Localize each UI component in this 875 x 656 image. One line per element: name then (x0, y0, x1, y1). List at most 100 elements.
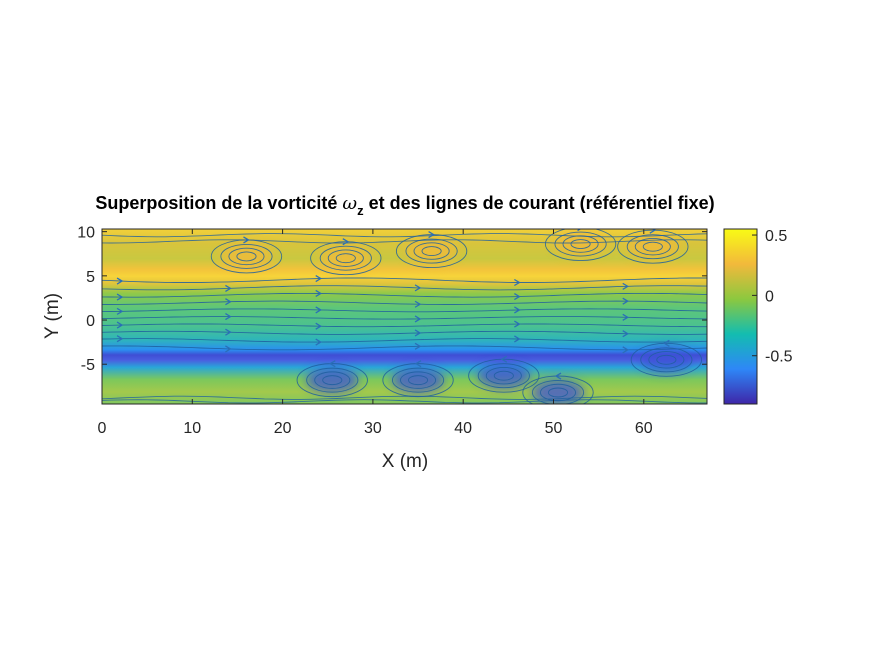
flow-arrow (116, 293, 124, 301)
vortex-core (220, 243, 273, 270)
vortex-streamline (640, 347, 693, 373)
colorbar-tick-label: 0 (765, 288, 774, 305)
plot-area (102, 229, 707, 404)
flow-arrow (514, 306, 521, 314)
vortex-streamline (531, 380, 585, 404)
colorbar-tick-label: 0.5 (765, 228, 787, 245)
streamlines (102, 229, 707, 404)
flow-arrow (315, 274, 322, 283)
vortex-streamline (382, 363, 454, 398)
colorbar: -0.5 0 0.5 (723, 228, 793, 405)
vortex-core (319, 245, 372, 272)
vortex-streamline (322, 375, 343, 386)
vortex-core (640, 346, 693, 373)
colorbar-frame (723, 228, 758, 405)
vortex-streamline (407, 375, 429, 386)
streamline (102, 395, 707, 400)
vortex-streamline (634, 237, 671, 256)
x-tick-label: 10 (183, 420, 201, 437)
vortex-streamline (617, 229, 689, 264)
y-axis-label: Y (m) (42, 293, 63, 339)
flow-arrow (225, 284, 232, 292)
flow-arrow (428, 231, 435, 239)
streamline (102, 316, 707, 320)
vortex-streamline (335, 253, 356, 264)
vortex-streamline (554, 231, 607, 257)
flow-arrow (328, 360, 336, 368)
vortex-streamline (405, 238, 458, 264)
flow-arrow (414, 315, 422, 323)
vortex-streamline (210, 239, 283, 274)
flow-arrow (342, 238, 350, 246)
vortex-streamline (656, 354, 677, 365)
flow-arrow (116, 277, 124, 285)
vortex-streamline (562, 235, 599, 253)
flow-arrow (315, 322, 322, 330)
flow-arrow (414, 360, 422, 368)
streamline (102, 285, 707, 291)
flow-arrow (622, 297, 629, 305)
vortex-streamline (468, 358, 540, 393)
vortex-streamline (570, 239, 591, 249)
flow-arrow (577, 229, 582, 232)
streamline (102, 300, 707, 305)
vortex-streamline (642, 241, 663, 252)
x-tick-label: 50 (545, 420, 563, 437)
vortex-streamline (314, 371, 351, 389)
streamline (102, 233, 707, 238)
colorbar-tick-label: -0.5 (765, 349, 793, 366)
y-tick-label: -5 (81, 357, 95, 374)
flow-arrow (116, 335, 124, 343)
vortex-streamline (626, 234, 679, 260)
vortex-core (306, 367, 359, 394)
flow-arrow (622, 282, 629, 290)
vortex-streamline (477, 363, 530, 389)
flow-arrow (315, 289, 322, 298)
flow-arrow (622, 346, 629, 354)
flow-arrow (514, 320, 521, 328)
flow-arrow (243, 236, 250, 244)
flow-arrow (116, 307, 124, 315)
x-tick-label: 20 (274, 420, 292, 437)
vortex-streamline (296, 363, 368, 398)
flow-arrow (225, 298, 232, 306)
streamline (102, 292, 707, 298)
vortex-streamline (395, 234, 468, 269)
flow-arrow (514, 335, 521, 343)
streamline (102, 399, 707, 404)
flow-arrow (500, 355, 508, 363)
vortex-streamline (310, 241, 382, 276)
vortex-cores (220, 231, 693, 404)
flow-arrow (414, 300, 422, 308)
x-tick-label: 30 (364, 420, 382, 437)
flow-arrow (622, 330, 629, 338)
y-axis-ticks: -5 0 5 10 (77, 225, 707, 374)
vortex-streamline (485, 367, 522, 385)
flow-arrow (414, 342, 422, 350)
omega-subscript: z (357, 203, 364, 218)
streamline (102, 345, 707, 351)
vortex-core (626, 233, 679, 260)
flow-arrow (315, 338, 322, 346)
vortex-streamline (319, 245, 372, 271)
vortex-streamline (220, 243, 273, 269)
x-tick-label: 60 (635, 420, 653, 437)
x-axis-ticks: 0 10 20 30 40 50 60 (98, 229, 653, 437)
vortex-streamline (391, 367, 445, 393)
vortex-core (532, 379, 584, 404)
title-suffix: et des lignes de courant (référentiel fi… (364, 193, 715, 213)
vortex-streamline (522, 375, 594, 404)
y-tick-label: 5 (86, 269, 95, 286)
x-tick-label: 0 (98, 420, 107, 437)
vortex-streamline (547, 387, 569, 398)
vortex-streamline (327, 249, 364, 267)
flow-arrow (649, 229, 657, 234)
vortex-core (392, 367, 445, 394)
x-tick-label: 40 (454, 420, 472, 437)
streamline (102, 323, 707, 328)
streamline (102, 239, 707, 244)
flow-arrow (225, 345, 232, 353)
vortex-streamline (630, 342, 703, 377)
y-tick-label: 10 (77, 225, 95, 242)
